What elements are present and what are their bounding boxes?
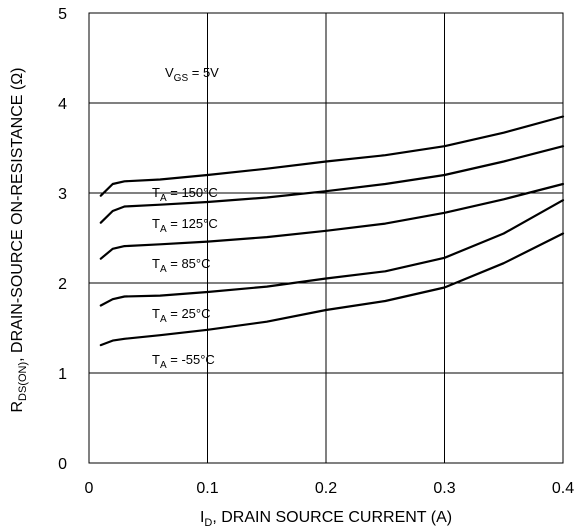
- x-axis-title: ID, DRAIN SOURCE CURRENT (A): [200, 509, 452, 529]
- y-tick-label-1: 1: [58, 366, 67, 383]
- y-tick-label-4: 4: [58, 96, 67, 113]
- series-label-25c: TA = 25°C: [152, 306, 211, 325]
- y-tick-label-2: 2: [58, 276, 67, 293]
- series-line-2: [99, 182, 565, 260]
- series-label-125c: TA = 125°C: [152, 216, 218, 235]
- annotations: VGS = 5V TA = 150°C TA = 125°C TA = 85°C…: [9, 65, 452, 529]
- y-tick-label-5: 5: [58, 6, 67, 23]
- condition-label: VGS = 5V: [165, 65, 219, 84]
- series-line-4: [99, 232, 565, 347]
- x-tick-label-1: 0.1: [196, 480, 218, 497]
- y-axis-title: RDS(ON), DRAIN-SOURCE ON-RESISTANCE (Ω): [9, 67, 29, 412]
- series-label-150c: TA = 150°C: [152, 185, 218, 204]
- y-tick-label-0: 0: [58, 456, 67, 473]
- series-lines: [99, 115, 565, 347]
- tick-labels: 0 0.1 0.2 0.3 0.4 0 1 2 3 4 5: [58, 6, 574, 497]
- x-tick-label-4: 0.4: [552, 480, 574, 497]
- y-tick-label-3: 3: [58, 186, 67, 203]
- series-label-minus55c: TA = -55°C: [152, 352, 215, 371]
- series-label-85c: TA = 85°C: [152, 256, 211, 275]
- x-tick-label-2: 0.2: [315, 480, 337, 497]
- series-line-0: [99, 115, 565, 197]
- grid-lines: [89, 13, 563, 463]
- x-tick-label-3: 0.3: [433, 480, 455, 497]
- series-line-3: [99, 199, 565, 307]
- x-tick-label-0: 0: [85, 480, 94, 497]
- plot-frame: [88, 12, 564, 464]
- series-line-1: [99, 145, 565, 224]
